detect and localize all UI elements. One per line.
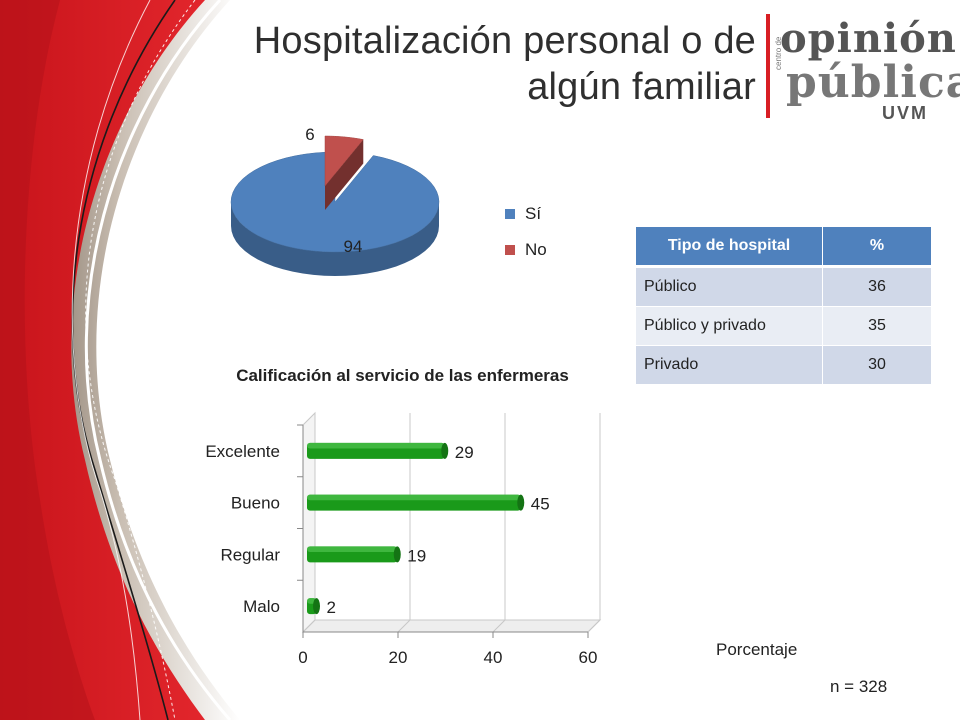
bar-data-label: 45 — [531, 495, 550, 514]
bar-chart: 0 20 40 60 29 Excelente 45 Bueno 19 Regular 2 Malo — [205, 411, 602, 667]
logo-line3: UVM — [882, 103, 928, 123]
logo-divider — [766, 14, 770, 118]
legend-swatch — [505, 209, 515, 219]
legend-item: Sí — [505, 196, 547, 232]
table-cell: Público y privado — [636, 307, 822, 346]
opinion-publica-logo: centro de opinión pública UVM — [762, 10, 960, 123]
bar — [307, 546, 401, 563]
table-header-row: Tipo de hospital % — [636, 227, 931, 268]
category-label: Malo — [243, 597, 280, 616]
pie-slice — [324, 135, 364, 210]
category-label: Excelente — [205, 442, 280, 461]
legend-item: No — [505, 232, 547, 268]
category-label: Regular — [220, 545, 280, 564]
slide-title: Hospitalización personal o de algún fami… — [200, 18, 756, 110]
legend-label: Sí — [525, 204, 542, 223]
pie-data-label: 94 — [344, 237, 363, 256]
pie-data-label: 6 — [305, 125, 314, 144]
table-cell: 30 — [822, 346, 931, 385]
legend-swatch — [505, 245, 515, 255]
gridline — [397, 413, 411, 633]
legend-label: No — [525, 240, 547, 259]
table-row: Público y privado 35 — [636, 307, 931, 346]
bar-data-label: 2 — [327, 598, 336, 617]
table-cell: Privado — [636, 346, 822, 385]
logo-line2: pública — [786, 57, 960, 108]
slide-title-line2: algún familiar — [527, 66, 756, 108]
gridline — [302, 413, 316, 633]
bar-chart-title: Calificación al servicio de las enfermer… — [236, 366, 569, 385]
logo-line1: opinión — [780, 15, 957, 62]
table-row: Público 36 — [636, 268, 931, 307]
bar-data-label: 19 — [407, 546, 426, 565]
floor — [301, 619, 602, 633]
table-header-percent: % — [822, 227, 931, 268]
pie-chart: 94 6 — [230, 125, 440, 276]
x-tick-label: 20 — [389, 648, 408, 667]
pie-legend: Sí No — [505, 196, 547, 268]
sample-size: n = 328 — [830, 677, 888, 696]
category-label: Bueno — [231, 494, 280, 513]
table-cell: 35 — [822, 307, 931, 346]
slide-title-line1: Hospitalización personal o de — [253, 20, 756, 62]
bar — [307, 494, 525, 511]
pie-slice — [230, 151, 440, 276]
table-cell: Público — [636, 268, 822, 307]
x-tick-label: 60 — [579, 648, 598, 667]
table-row: Privado 30 — [636, 346, 931, 385]
x-tick-label: 40 — [484, 648, 503, 667]
table-cell: 36 — [822, 268, 931, 307]
x-tick-label: 0 — [298, 648, 307, 667]
bar — [307, 442, 449, 459]
bar — [307, 598, 320, 615]
unit-label: Porcentaje — [716, 640, 798, 659]
gridline — [492, 413, 506, 633]
table-header-type: Tipo de hospital — [636, 227, 822, 268]
gridline — [587, 413, 601, 633]
bar-data-label: 29 — [455, 443, 474, 462]
hospital-type-table: Tipo de hospital % Público 36 Público y … — [636, 227, 931, 385]
